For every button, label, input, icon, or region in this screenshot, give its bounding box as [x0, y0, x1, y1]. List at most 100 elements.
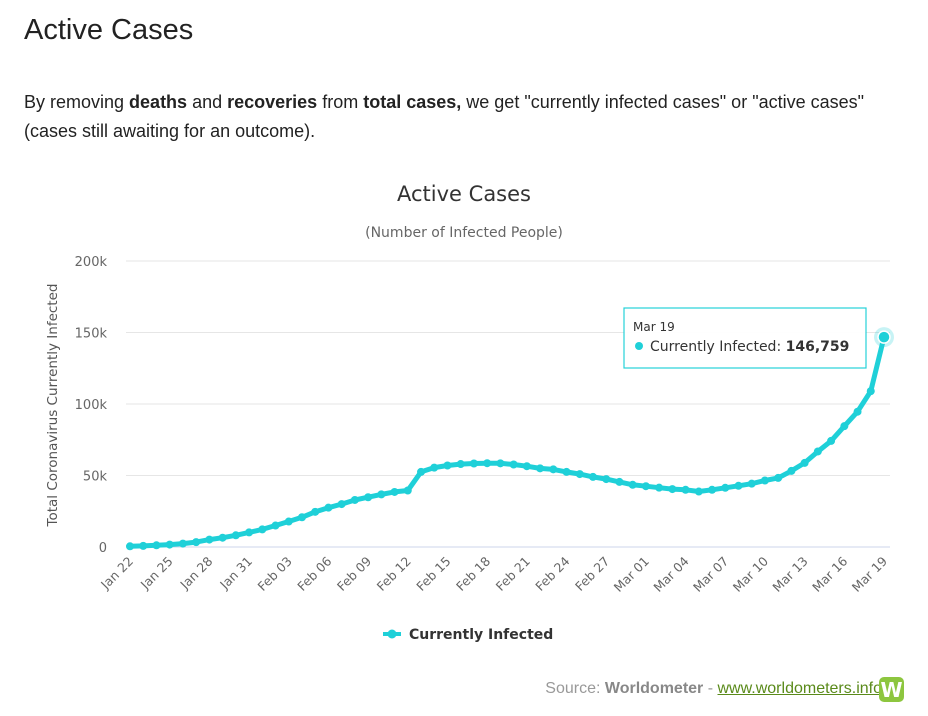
data-point[interactable]: [271, 521, 280, 530]
x-tick-label: Jan 25: [137, 554, 176, 593]
data-point[interactable]: [641, 482, 650, 491]
x-axis-ticks: Jan 22 Jan 25 Jan 28 Jan 31 Feb 03 Feb 06 Feb …: [97, 553, 890, 594]
x-tick-label: Jan 31: [216, 554, 255, 593]
data-point[interactable]: [417, 467, 426, 476]
y-tick-label: 0: [99, 541, 107, 556]
data-point[interactable]: [827, 436, 836, 445]
data-point[interactable]: [456, 460, 465, 469]
x-tick-label: Feb 06: [294, 553, 334, 593]
data-point[interactable]: [734, 481, 743, 490]
data-point[interactable]: [337, 500, 346, 509]
chart-subtitle: (Number of Infected People): [365, 225, 563, 241]
data-point[interactable]: [403, 486, 412, 495]
data-point[interactable]: [364, 493, 373, 502]
data-point[interactable]: [522, 462, 531, 471]
data-point[interactable]: [760, 476, 769, 485]
data-point[interactable]: [126, 542, 134, 551]
data-point[interactable]: [681, 485, 690, 494]
x-tick-label: Mar 01: [611, 554, 652, 595]
data-point[interactable]: [324, 503, 333, 512]
legend-label[interactable]: Currently Infected: [409, 627, 553, 643]
data-point[interactable]: [721, 483, 730, 492]
x-tick-label: Feb 21: [493, 554, 533, 594]
x-tick-label: Jan 28: [176, 553, 215, 592]
data-point[interactable]: [390, 487, 399, 496]
gridlines: [126, 260, 890, 548]
y-tick-label: 100k: [75, 398, 108, 413]
data-point[interactable]: [668, 485, 677, 494]
data-point[interactable]: [615, 477, 624, 486]
x-tick-label: Feb 27: [572, 554, 612, 594]
highlighted-point[interactable]: [877, 330, 891, 344]
tooltip-date: Mar 19: [633, 320, 675, 334]
legend[interactable]: Currently Infected: [383, 627, 553, 643]
data-point[interactable]: [152, 541, 161, 550]
data-point[interactable]: [218, 533, 227, 542]
y-tick-label: 200k: [75, 255, 108, 270]
source-credit: Source: Worldometer - www.worldometers.i…: [545, 680, 882, 698]
data-point[interactable]: [139, 541, 148, 550]
data-point[interactable]: [708, 485, 717, 494]
chart-title: Active Cases: [397, 182, 531, 206]
x-tick-label: Feb 15: [413, 554, 453, 594]
data-point[interactable]: [258, 525, 267, 534]
data-point[interactable]: [813, 447, 822, 456]
data-point[interactable]: [628, 480, 637, 489]
data-point[interactable]: [588, 472, 597, 481]
tooltip-dot: [635, 342, 643, 350]
data-point[interactable]: [853, 407, 862, 416]
active-cases-chart: Active Cases (Number of Infected People)…: [45, 182, 894, 643]
data-point[interactable]: [245, 528, 254, 537]
data-point[interactable]: [655, 483, 664, 492]
data-point[interactable]: [509, 460, 518, 469]
data-point[interactable]: [496, 459, 505, 468]
x-tick-label: Jan 22: [97, 554, 136, 593]
data-point[interactable]: [178, 539, 187, 548]
tooltip-label: Currently Infected:: [650, 339, 786, 355]
data-point[interactable]: [694, 487, 703, 496]
data-point[interactable]: [549, 465, 558, 474]
x-tick-label: Feb 09: [334, 553, 374, 593]
data-point[interactable]: [483, 459, 492, 468]
y-tick-label: 150k: [75, 327, 108, 342]
data-point[interactable]: [840, 422, 849, 431]
data-point[interactable]: [311, 507, 320, 516]
x-tick-label: Feb 24: [532, 553, 572, 593]
data-point[interactable]: [774, 473, 783, 482]
data-point[interactable]: [377, 490, 386, 499]
data-point[interactable]: [866, 387, 875, 396]
source-name: Worldometer: [604, 680, 704, 697]
x-tick-label: Mar 19: [849, 553, 890, 594]
intro-text: and: [187, 92, 228, 112]
data-point[interactable]: [231, 531, 240, 540]
data-point[interactable]: [536, 464, 545, 473]
data-point[interactable]: [469, 459, 478, 468]
tooltip-value: 146,759: [786, 339, 850, 355]
series-currently-infected[interactable]: [126, 327, 894, 551]
x-tick-label: Mar 10: [730, 553, 771, 594]
source-separator: -: [703, 680, 718, 697]
x-tick-label: Mar 16: [809, 553, 850, 594]
source-link[interactable]: www.worldometers.info: [717, 680, 883, 697]
data-point[interactable]: [602, 475, 611, 484]
data-point[interactable]: [787, 466, 796, 475]
intro-deaths: deaths: [129, 92, 188, 112]
legend-marker: [387, 629, 397, 639]
data-point[interactable]: [192, 538, 201, 547]
data-point[interactable]: [575, 470, 584, 479]
data-point[interactable]: [284, 517, 293, 526]
data-point[interactable]: [297, 513, 306, 522]
intro-text: we get "currently infected cases" or "ac…: [24, 92, 865, 141]
intro-text: from: [317, 92, 364, 112]
data-point[interactable]: [350, 495, 359, 504]
data-point[interactable]: [443, 461, 452, 470]
data-point[interactable]: [747, 479, 756, 488]
data-point[interactable]: [562, 467, 571, 476]
tooltip-text: Currently Infected: 146,759: [650, 339, 849, 355]
intro-total-cases: total cases,: [363, 92, 462, 112]
data-point[interactable]: [430, 463, 439, 472]
data-point[interactable]: [205, 535, 214, 544]
page-title: Active Cases: [24, 14, 194, 46]
data-point[interactable]: [165, 540, 174, 549]
data-point[interactable]: [800, 458, 809, 467]
